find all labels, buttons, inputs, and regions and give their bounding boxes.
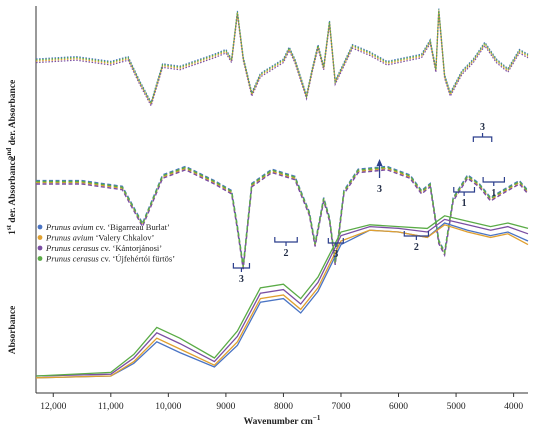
y-label-2-rest: der. Absorbance (8, 80, 18, 148)
second-derivative-line-3 (35, 12, 529, 108)
bracket-mark (403, 231, 430, 240)
bracket-mark (327, 238, 344, 247)
legend-item-3: Prunus cerasus cv. ‘Kántorjánosi’ (37, 243, 162, 253)
x-tick-label: 10,000 (155, 402, 181, 412)
annotation-layer: 3 2 3 2 3 3 1 1 (232, 122, 506, 285)
legend-item-2: Prunus avium ‘Valery Chkalov’ (37, 233, 155, 243)
annotation-8: 1 (482, 177, 506, 199)
second-derivative-line-4 (35, 9, 529, 105)
bracket-mark (472, 133, 493, 142)
x-label-sup: −1 (313, 414, 321, 422)
annotation-4: 2 (403, 231, 430, 253)
legend-species: Prunus cerasus (45, 243, 99, 253)
y-label-second-derivative: 2nd der. Absorbance (5, 80, 18, 161)
legend-species: Prunus avium (45, 222, 93, 232)
second-derivative-line-2 (35, 10, 529, 106)
legend: Prunus avium cv. ‘Bigarreau Burlat’Prunu… (37, 222, 175, 264)
x-label-text: Wavenumber cm (244, 417, 313, 427)
y-label-2-sup: nd (5, 148, 13, 156)
x-tick-label: 4000 (504, 402, 523, 412)
y-label-1-num: 1 (8, 230, 18, 235)
annotation-label: 2 (284, 248, 289, 259)
absorbance-line-3 (35, 218, 529, 377)
x-tick-label: 11,000 (98, 402, 124, 412)
annotation-label: 1 (491, 188, 496, 199)
absorbance-line-4 (35, 215, 529, 377)
bracket-mark (232, 263, 251, 272)
annotation-6: 3 (472, 122, 493, 142)
annotation-label: 2 (414, 242, 419, 253)
legend-species: Prunus cerasus (45, 254, 99, 264)
annotation-5: 3 (376, 159, 383, 195)
bracket-mark (453, 187, 476, 196)
y-label-first-derivative: 1st der. Absorbance (5, 157, 18, 235)
annotation-7: 1 (453, 187, 476, 209)
legend-cultivar: cv. ‘Kántorjánosi’ (99, 243, 163, 253)
legend-label: Prunus cerasus cv. ‘Újfehértói fürtös’ (45, 254, 175, 264)
legend-marker (37, 256, 43, 261)
legend-cultivar: cv. ‘Újfehértói fürtös’ (99, 254, 176, 264)
x-tick-label: 6000 (389, 402, 408, 412)
annotation-label: 3 (239, 274, 244, 285)
arrow-head (376, 159, 383, 166)
bracket-mark (482, 177, 506, 186)
legend-cultivar: ‘Valery Chkalov’ (93, 233, 154, 243)
legend-label: Prunus avium ‘Valery Chkalov’ (45, 233, 155, 243)
x-tick-label: 7000 (331, 402, 350, 412)
annotation-1: 3 (232, 263, 251, 285)
y-label-1-sup: st (5, 224, 13, 230)
y-label-2-num: 2 (8, 155, 18, 160)
absorbance-line-2 (35, 224, 529, 379)
absorbance-line-1 (35, 222, 529, 379)
x-axis-label: Wavenumber cm−1 (244, 414, 321, 427)
legend-cultivar: cv. ‘Bigarreau Burlat’ (93, 222, 170, 232)
annotation-label: 1 (462, 198, 467, 209)
annotation-label: 3 (480, 122, 485, 133)
legend-item-1: Prunus avium cv. ‘Bigarreau Burlat’ (37, 222, 170, 232)
annotation-3: 3 (327, 238, 344, 260)
x-tick-label: 9000 (216, 402, 235, 412)
x-tick-label: 12,000 (40, 402, 66, 412)
annotation-label: 3 (333, 249, 338, 260)
legend-label: Prunus cerasus cv. ‘Kántorjánosi’ (45, 243, 162, 253)
series-layer (35, 8, 529, 379)
legend-item-4: Prunus cerasus cv. ‘Újfehértói fürtös’ (37, 254, 175, 264)
y-label-abs-text: Absorbance (8, 306, 18, 355)
y-label-absorbance: Absorbance (8, 306, 18, 355)
first-derivative-line-3 (36, 169, 529, 270)
annotation-2: 2 (274, 237, 298, 259)
legend-marker (37, 245, 43, 251)
legend-marker (37, 224, 43, 230)
x-tick-label: 8000 (274, 402, 293, 412)
bracket-mark (274, 237, 298, 246)
second-derivative-line-1 (35, 8, 529, 104)
x-tick-label: 5000 (447, 402, 466, 412)
first-derivative-line-4 (36, 166, 529, 267)
plot-frame (35, 6, 528, 394)
legend-label: Prunus avium cv. ‘Bigarreau Burlat’ (45, 222, 170, 232)
legend-marker (37, 235, 43, 240)
annotation-label: 3 (377, 184, 382, 195)
x-axis-ticks: 12,000 11,000 10,000 9000 8000 7000 6000 5000 40… (40, 393, 523, 412)
legend-species: Prunus avium (45, 233, 93, 243)
y-label-1-rest: der. Absorbance (8, 157, 18, 225)
